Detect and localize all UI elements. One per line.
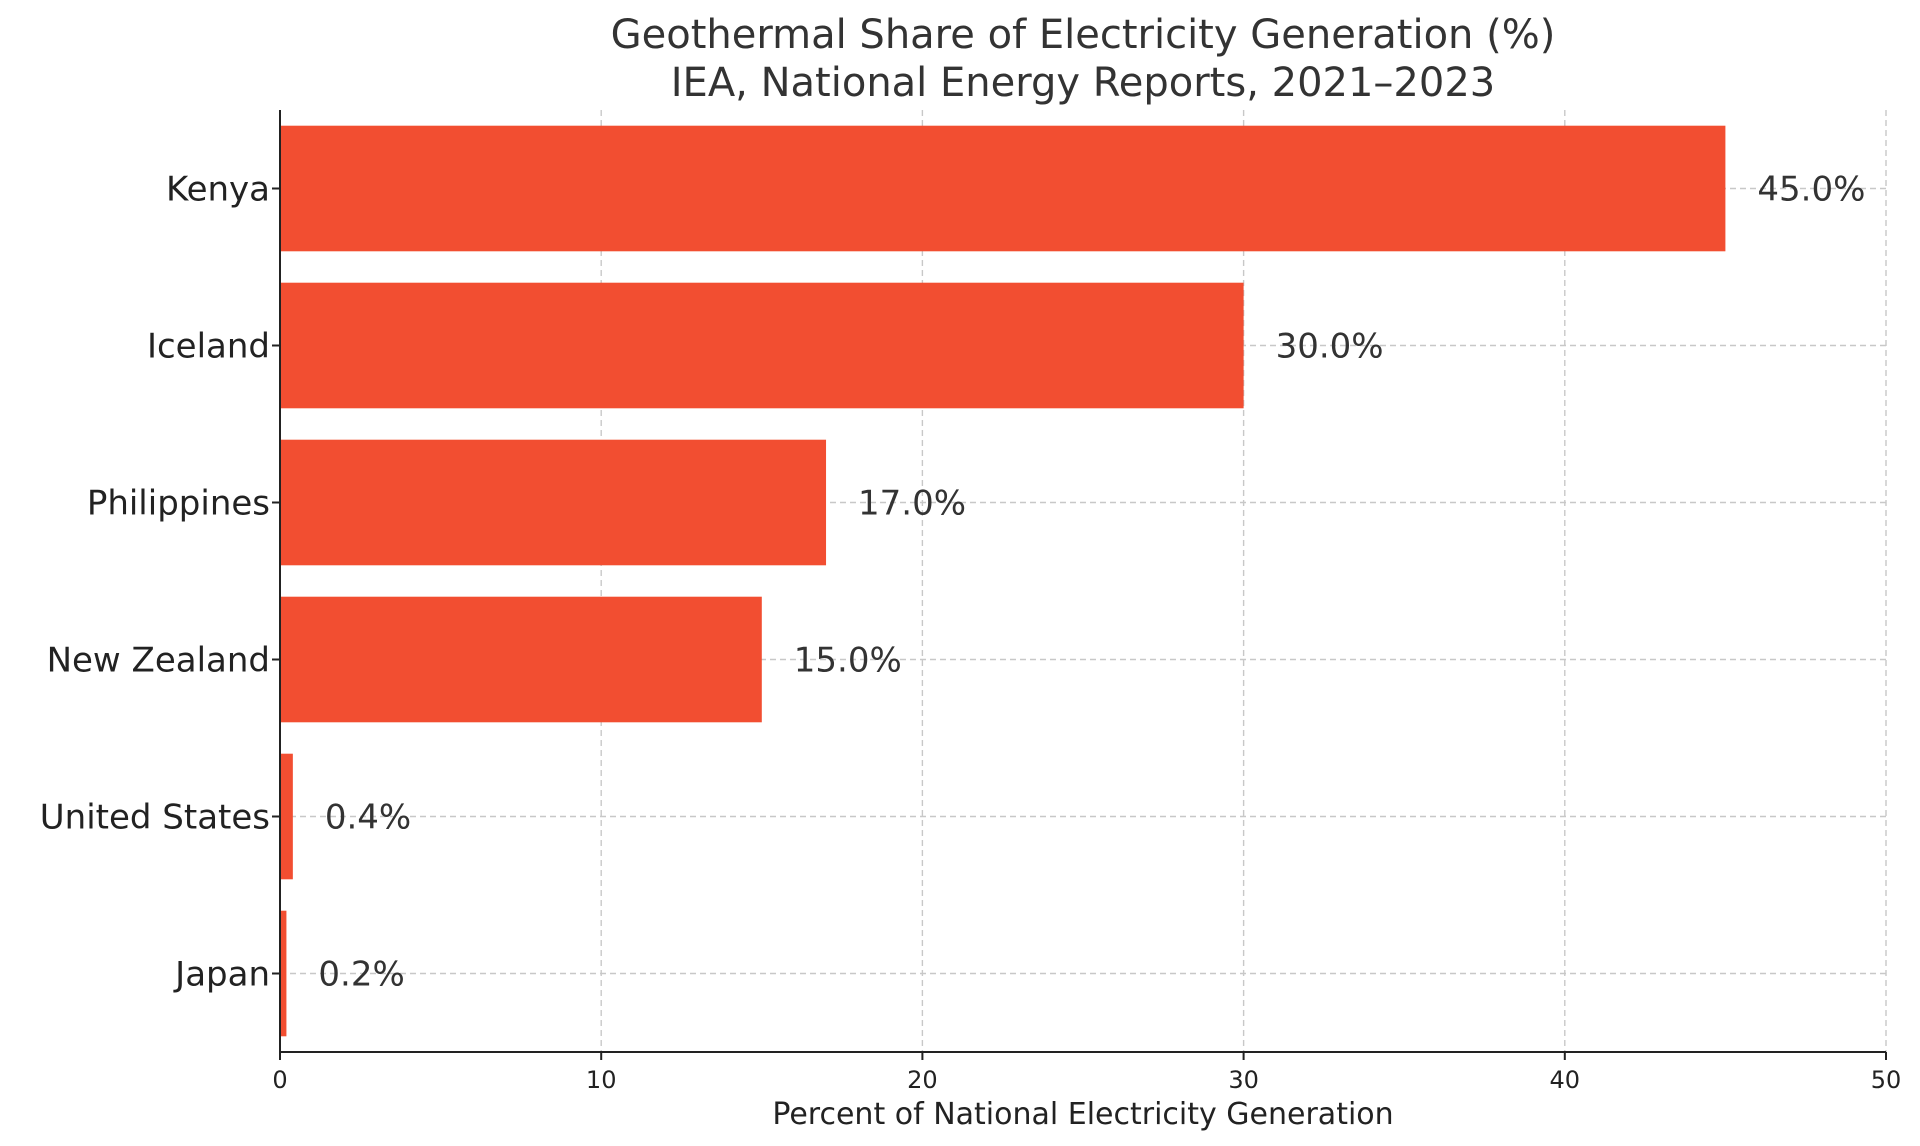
chart-title: Geothermal Share of Electricity Generati… <box>611 12 1556 58</box>
x-tick-label: 10 <box>586 1066 617 1094</box>
category-labels: Kenya Iceland Philippines New Zealand United… <box>40 170 280 995</box>
value-label: 0.4% <box>325 798 411 838</box>
bar-philippines <box>280 439 827 566</box>
x-tick-label: 20 <box>907 1066 938 1094</box>
x-axis-label: Percent of National Electricity Generati… <box>772 1097 1393 1132</box>
value-label: 15.0% <box>794 641 902 681</box>
value-label: 30.0% <box>1276 327 1384 367</box>
bar-iceland <box>280 282 1244 409</box>
bars <box>280 125 1726 1037</box>
value-label: 0.2% <box>318 955 404 995</box>
bar-united-states <box>280 753 293 880</box>
chart-subtitle: IEA, National Energy Reports, 2021–2023 <box>671 60 1495 106</box>
x-tick-label: 0 <box>272 1066 287 1094</box>
category-label: Philippines <box>87 484 270 524</box>
category-label: New Zealand <box>47 641 270 681</box>
x-tick-label: 50 <box>1871 1066 1902 1094</box>
category-label: Japan <box>173 955 270 995</box>
bar-kenya <box>280 125 1726 252</box>
category-label: Kenya <box>166 170 270 210</box>
bar-japan <box>280 910 287 1037</box>
grid <box>279 110 1887 1052</box>
category-label: Iceland <box>147 327 270 367</box>
x-tick-label: 40 <box>1550 1066 1581 1094</box>
value-label: 17.0% <box>858 484 966 524</box>
value-labels: 45.0% 30.0% 17.0% 15.0% 0.4% 0.2% <box>318 170 1865 995</box>
bar-new-zealand <box>280 596 762 723</box>
x-ticks: 0 10 20 30 40 50 <box>272 1052 1901 1094</box>
category-label: United States <box>40 798 270 838</box>
x-tick-label: 30 <box>1228 1066 1259 1094</box>
value-label: 45.0% <box>1757 170 1865 210</box>
